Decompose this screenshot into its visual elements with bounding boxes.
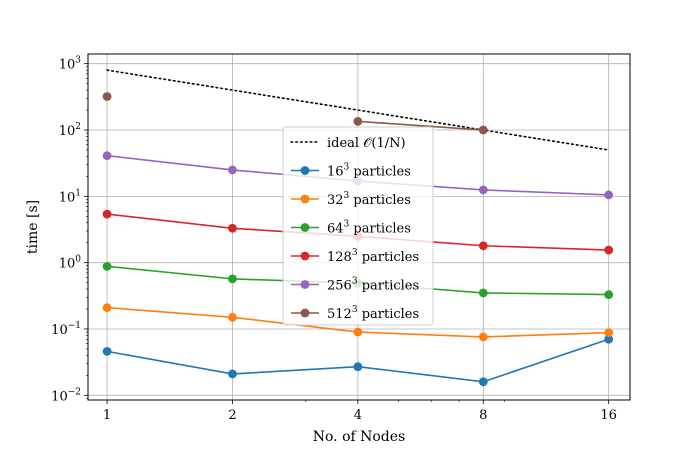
y-tick-exponent: 1 xyxy=(75,188,81,198)
legend-swatch-marker xyxy=(300,194,310,204)
x-tick-label: 16 xyxy=(600,408,617,423)
y-tick-label: 10−2 xyxy=(51,387,81,404)
legend: ideal 𝒪(1/N) 163 particles 323 particles 64… xyxy=(282,126,434,326)
data-point xyxy=(102,303,112,313)
legend-swatch-marker xyxy=(300,280,310,289)
data-point xyxy=(478,377,488,387)
y-tick-label: 101 xyxy=(59,188,81,205)
legend-label-suffix: particles xyxy=(358,250,420,265)
y-tick-exponent: −1 xyxy=(68,321,81,331)
legend-label-superscript: 3 xyxy=(352,305,358,315)
legend-box xyxy=(282,126,434,326)
data-point xyxy=(102,209,112,219)
y-tick-exponent: 3 xyxy=(75,56,81,66)
x-tick-label: 1 xyxy=(103,408,111,423)
data-point xyxy=(102,346,112,356)
legend-label-suffix: particles xyxy=(349,193,411,208)
data-point xyxy=(478,241,488,251)
legend-label: 1283 particles xyxy=(327,248,419,265)
legend-swatch-marker xyxy=(300,308,310,318)
data-point xyxy=(604,334,614,344)
data-point xyxy=(604,328,614,338)
legend-label-suffix: particles xyxy=(349,165,411,180)
legend-label-superscript: 3 xyxy=(352,248,358,258)
legend-label-suffix: particles xyxy=(358,279,420,294)
data-point xyxy=(604,245,614,255)
data-point xyxy=(353,362,363,372)
x-tick-label: 8 xyxy=(479,408,487,423)
legend-swatch-marker xyxy=(300,166,310,175)
y-tick-exponent: −2 xyxy=(68,387,81,397)
data-point xyxy=(478,125,488,135)
legend-label: 163 particles xyxy=(327,163,411,180)
data-point xyxy=(102,92,112,101)
y-tick-label: 100 xyxy=(59,255,82,272)
data-point xyxy=(604,290,614,300)
series-5 xyxy=(102,92,488,135)
series-1 xyxy=(102,303,614,342)
y-tick-exponent: 0 xyxy=(75,255,81,265)
data-point xyxy=(228,312,237,322)
legend-label: 2563 particles xyxy=(327,277,419,294)
data-point xyxy=(228,223,237,233)
series-line xyxy=(357,120,484,131)
data-point xyxy=(102,151,112,161)
y-tick-exponent: 2 xyxy=(75,122,81,132)
legend-label-superscript: 3 xyxy=(344,163,350,173)
data-point xyxy=(353,116,363,126)
legend-label: 323 particles xyxy=(327,191,411,208)
legend-label-superscript: 3 xyxy=(344,220,350,230)
y-tick-label: 10−1 xyxy=(51,321,81,338)
y-tick-label: 103 xyxy=(59,56,82,73)
legend-label-suffix: particles xyxy=(358,307,420,322)
legend-swatch-marker xyxy=(300,251,310,261)
legend-label: 5123 particles xyxy=(327,305,419,322)
data-point xyxy=(478,288,488,298)
ideal-line-layer xyxy=(106,69,610,151)
plot-frame xyxy=(87,53,631,401)
legend-label: 643 particles xyxy=(327,220,411,237)
legend-label-suffix: particles xyxy=(349,222,411,237)
data-point xyxy=(478,332,488,342)
y-tick-label: 102 xyxy=(59,122,81,139)
legend-ideal-label: ideal 𝒪(1/N) xyxy=(327,136,406,151)
data-point xyxy=(604,190,614,200)
x-tick-label: 4 xyxy=(354,408,362,423)
data-point xyxy=(228,274,237,284)
series-0 xyxy=(102,334,614,387)
data-point xyxy=(353,327,363,337)
data-point xyxy=(478,185,488,195)
legend-label-superscript: 3 xyxy=(344,191,350,201)
data-point xyxy=(228,369,237,379)
ideal-line xyxy=(106,69,610,151)
y-axis-label: time [s] xyxy=(25,200,41,254)
x-axis-label: No. of Nodes xyxy=(313,429,406,445)
legend-swatch-marker xyxy=(300,223,310,232)
x-tick-label: 2 xyxy=(228,408,236,423)
data-point xyxy=(102,261,112,271)
data-point xyxy=(228,165,237,175)
legend-label-superscript: 3 xyxy=(352,277,358,287)
